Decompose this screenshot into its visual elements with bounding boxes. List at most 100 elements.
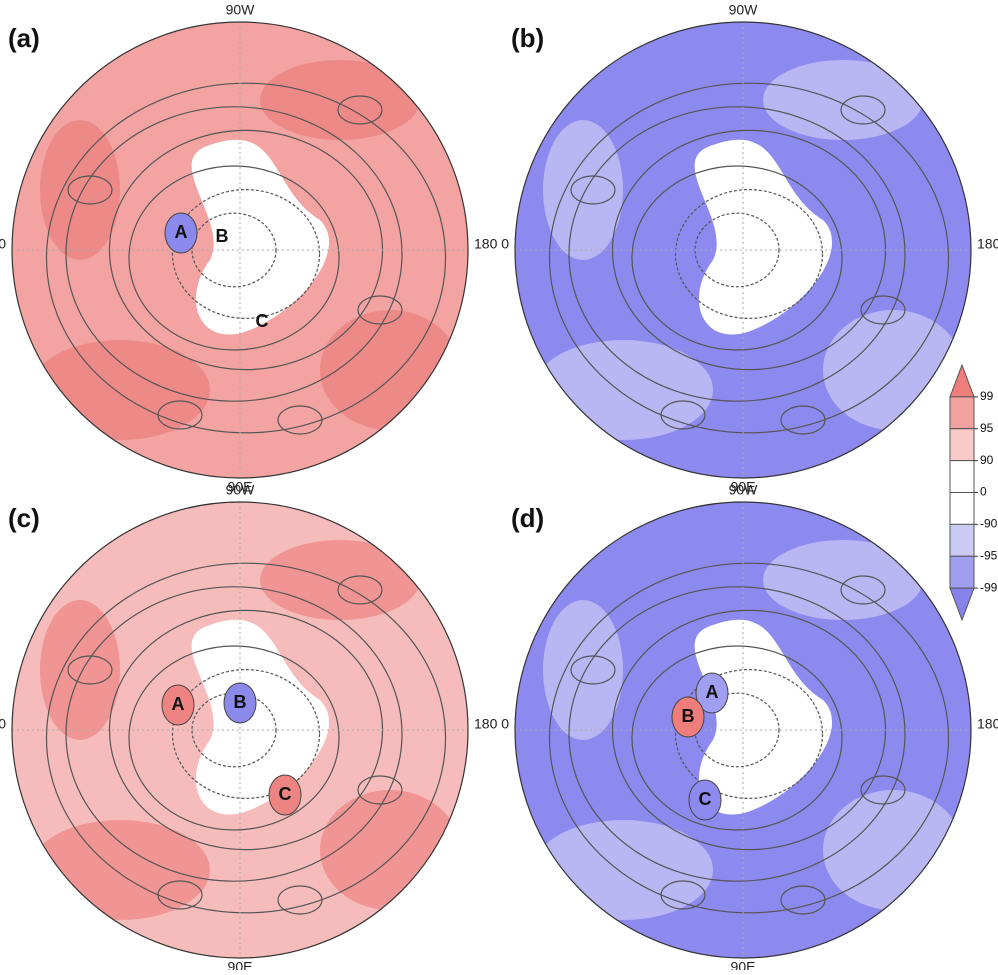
axis-label: 180: [977, 716, 998, 732]
colorbar-end: [949, 587, 975, 622]
shade-patch: [543, 600, 623, 740]
region-patch: [223, 682, 257, 724]
neutral-area: [191, 139, 330, 335]
colorbar-bin: [949, 523, 975, 557]
contour: [570, 175, 616, 205]
axis-label: 180: [977, 236, 998, 252]
contour: [65, 106, 403, 402]
panel-label: (a): [8, 23, 40, 53]
shade-patch: [260, 540, 420, 620]
region-patch: [268, 774, 302, 816]
contour: [157, 880, 203, 910]
region-patch: [164, 212, 198, 254]
panel-label: (d): [511, 503, 544, 533]
axis-label: 90E: [228, 959, 253, 970]
contour: [840, 575, 886, 605]
axis-label: 90E: [731, 959, 756, 970]
region-patch: [688, 779, 722, 821]
colorbar-label: 99: [980, 389, 994, 403]
axis-label: 0: [501, 716, 509, 732]
contour: [157, 400, 203, 430]
contour: [337, 575, 383, 605]
map-border: [514, 21, 972, 479]
axis-label: 0: [0, 716, 6, 732]
contour: [631, 645, 843, 831]
colorbar-label: -95: [980, 548, 998, 562]
contour: [694, 212, 780, 288]
contour: [171, 668, 321, 799]
contour: [780, 885, 826, 915]
contour: [860, 295, 906, 325]
axis-label: 0: [0, 236, 6, 252]
contour: [128, 645, 340, 831]
contour: [860, 775, 906, 805]
region-label: C: [256, 311, 269, 331]
shade-patch: [763, 60, 923, 140]
panel-label: (b): [511, 23, 544, 53]
axis-label: 0: [501, 236, 509, 252]
shade-patch: [40, 600, 120, 740]
region-patch: [695, 672, 729, 714]
contour: [568, 106, 906, 402]
panel-label: (c): [8, 503, 40, 533]
colorbar-bin: [949, 428, 975, 462]
colorbar-end: [949, 363, 975, 398]
axis-label: 90W: [226, 2, 256, 18]
axis-label: 90W: [226, 482, 256, 498]
region-label: A: [706, 682, 719, 702]
region-label: A: [172, 694, 185, 714]
contour: [840, 95, 886, 125]
contour: [45, 82, 447, 434]
contour: [548, 82, 950, 434]
region-label: C: [699, 789, 712, 809]
colorbar-bin: [949, 492, 975, 525]
contour: [660, 400, 706, 430]
shade-patch: [763, 540, 923, 620]
contour: [277, 885, 323, 915]
neutral-area: [694, 619, 833, 815]
colorbar-label: 95: [980, 421, 994, 435]
shade-patch: [40, 120, 120, 260]
colorbar-bin: [949, 555, 975, 589]
contour: [568, 586, 906, 882]
axis-label: 90E: [228, 479, 253, 495]
contour: [128, 165, 340, 351]
axis-label: 90W: [729, 2, 759, 18]
region-patch: [161, 684, 195, 726]
axis-label: 180: [474, 236, 498, 252]
region-label: A: [175, 222, 188, 242]
contour: [191, 212, 277, 288]
contour: [694, 692, 780, 768]
contour: [674, 189, 824, 320]
map-border: [11, 501, 469, 959]
contour: [65, 586, 403, 882]
region-label: B: [216, 226, 229, 246]
contour: [45, 562, 447, 914]
map-border: [11, 21, 469, 479]
contour: [780, 405, 826, 435]
region-label: B: [234, 692, 247, 712]
shade-patch: [543, 120, 623, 260]
colorbar-label: -90: [980, 517, 998, 531]
region-label: B: [682, 706, 695, 726]
region-patch: [671, 696, 705, 738]
contour: [570, 655, 616, 685]
contour: [171, 189, 321, 320]
map-border: [514, 501, 972, 959]
axis-label: 180: [474, 716, 498, 732]
contour: [357, 775, 403, 805]
contour: [674, 668, 824, 799]
colorbar-label: 0: [980, 485, 987, 499]
colorbar-label: 90: [980, 453, 994, 467]
colorbar-bin: [949, 396, 975, 430]
shade-patch: [30, 340, 210, 440]
contour: [277, 405, 323, 435]
shade-patch: [30, 820, 210, 920]
colorbar-bin: [949, 460, 975, 493]
contour: [337, 95, 383, 125]
